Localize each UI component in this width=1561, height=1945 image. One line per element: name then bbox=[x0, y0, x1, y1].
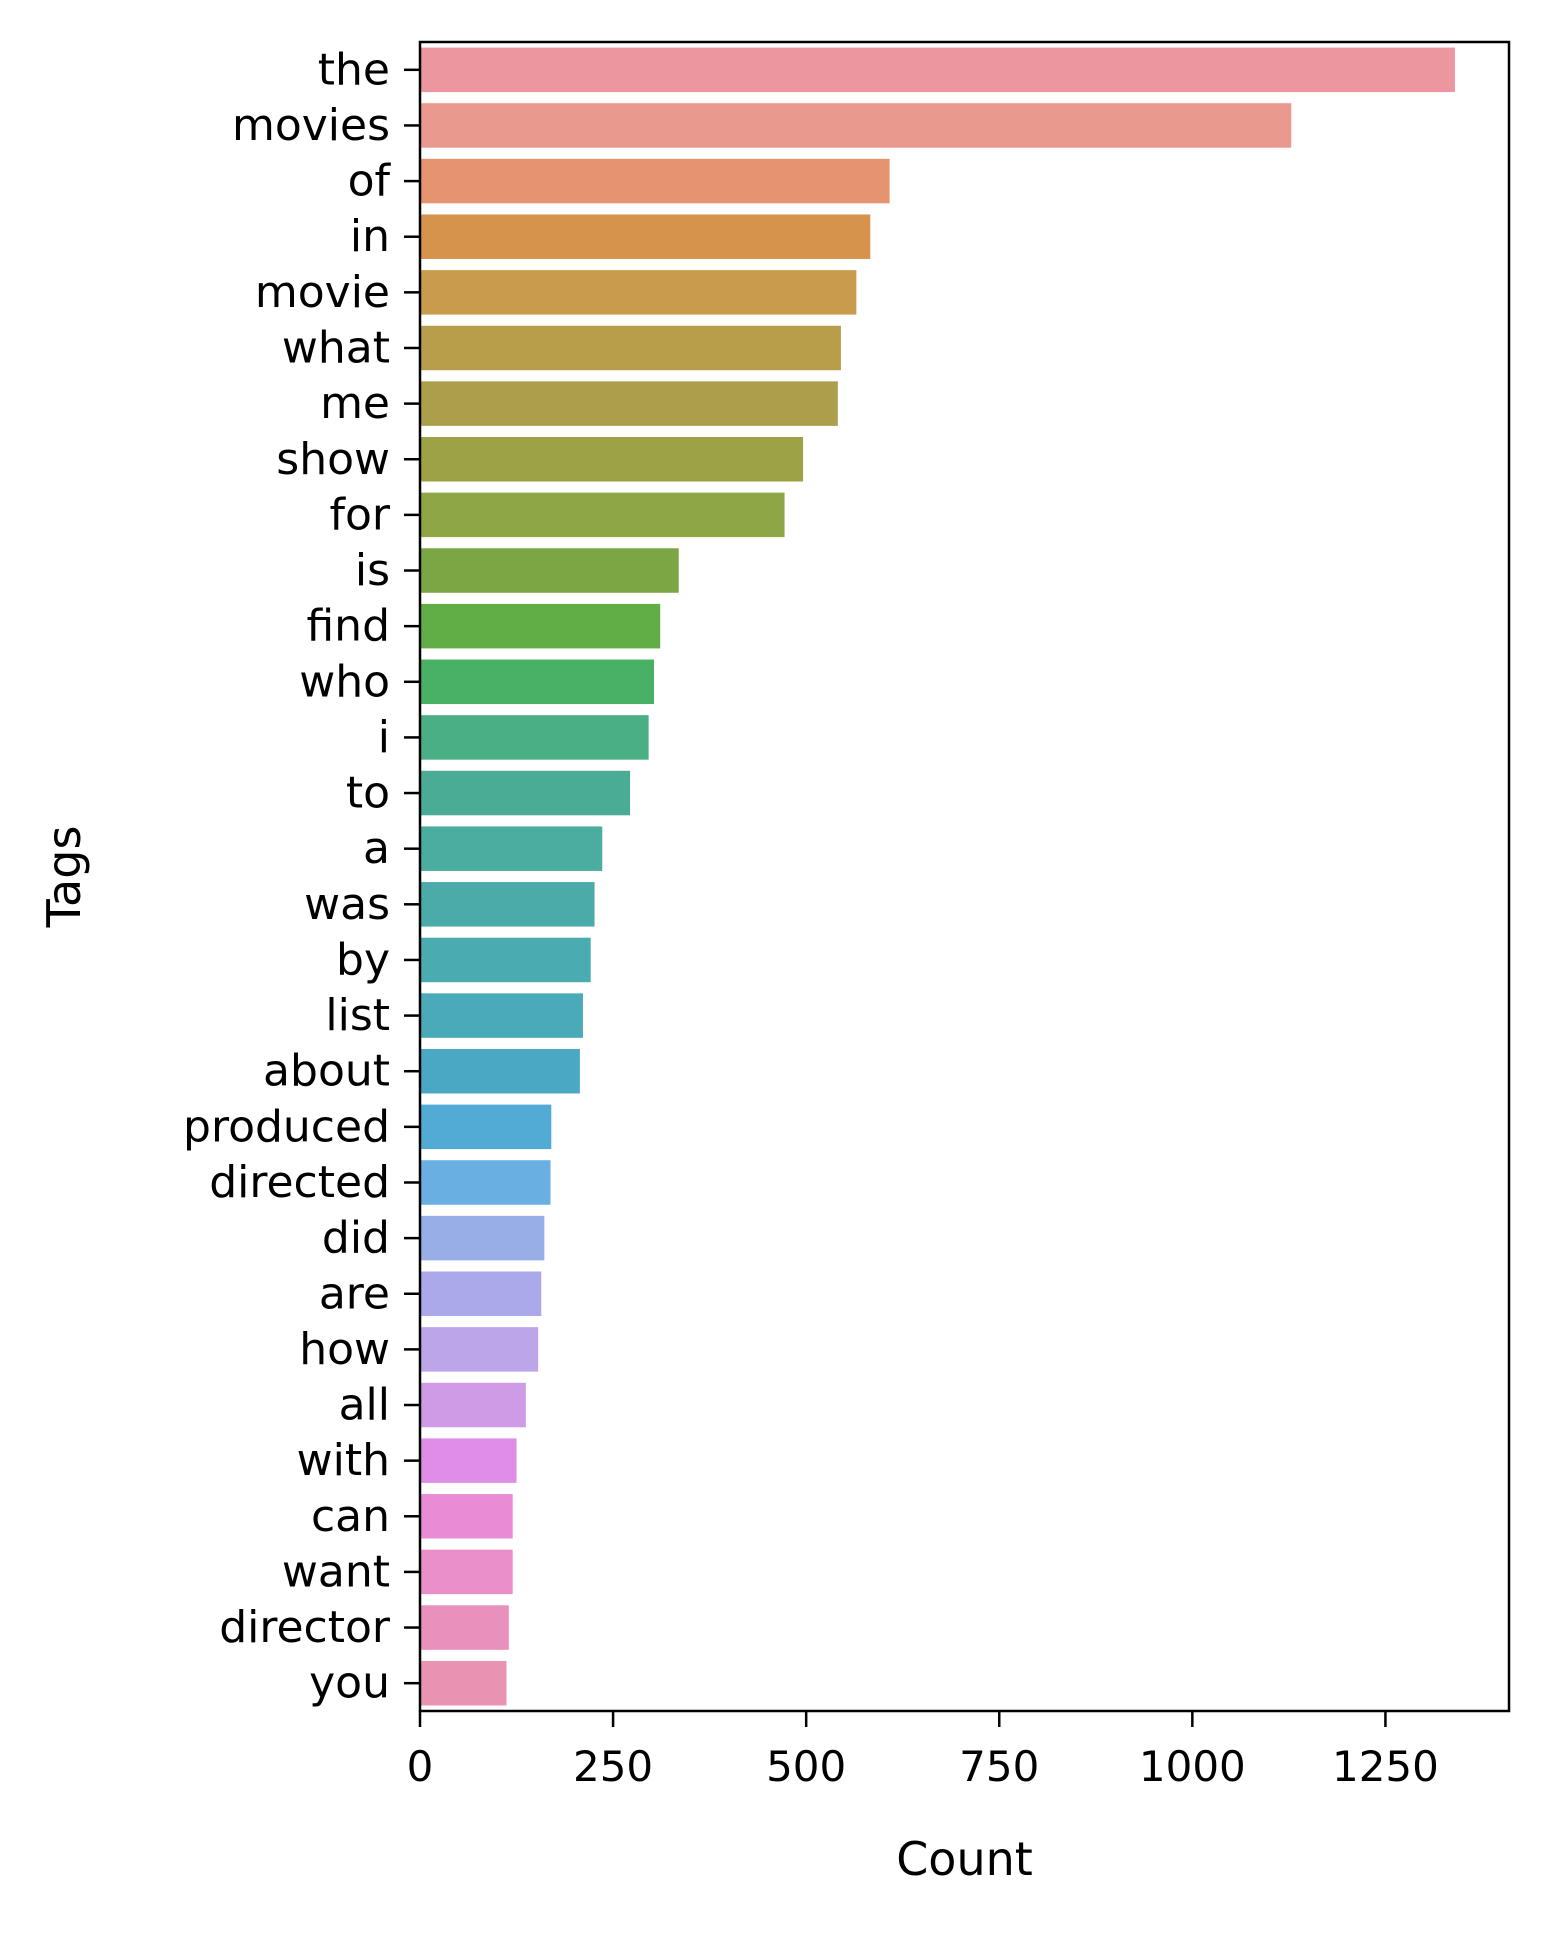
y-tick-label: in bbox=[350, 211, 390, 262]
x-tick-label: 1250 bbox=[1332, 1742, 1439, 1791]
y-tick-label: for bbox=[330, 489, 391, 540]
x-tick-label: 750 bbox=[959, 1742, 1039, 1791]
bar-me bbox=[420, 381, 838, 426]
bar-for bbox=[420, 492, 785, 538]
bar-all bbox=[420, 1382, 526, 1428]
y-tick-label: director bbox=[219, 1602, 391, 1653]
bar-can bbox=[420, 1494, 513, 1539]
y-tick-label: was bbox=[304, 879, 390, 930]
bar-in bbox=[420, 214, 871, 259]
y-tick-label: about bbox=[263, 1046, 390, 1097]
bar-directed bbox=[420, 1160, 551, 1205]
bar-director bbox=[420, 1605, 509, 1650]
bar-was bbox=[420, 882, 595, 927]
bar-show bbox=[420, 436, 804, 482]
y-tick-label: who bbox=[299, 656, 390, 707]
y-tick-label: what bbox=[282, 322, 390, 373]
bar-movies bbox=[420, 103, 1292, 148]
bar-what bbox=[420, 325, 841, 371]
y-tick-label: all bbox=[339, 1380, 390, 1431]
y-tick-label: movies bbox=[232, 100, 390, 151]
y-tick-label: a bbox=[363, 823, 390, 874]
y-tick-label: are bbox=[319, 1268, 390, 1319]
y-tick-label: directed bbox=[209, 1157, 390, 1208]
bar-movie bbox=[420, 270, 857, 315]
y-tick-label: can bbox=[311, 1491, 390, 1542]
bar-of bbox=[420, 158, 890, 204]
y-axis-label: Tags bbox=[37, 826, 91, 929]
bar-how bbox=[420, 1327, 539, 1372]
y-axis-ticks: themoviesofinmoviewhatmeshowforisfindwho… bbox=[183, 44, 420, 1709]
bar-a bbox=[420, 826, 603, 871]
bar-by bbox=[420, 937, 591, 983]
bar-to bbox=[420, 770, 631, 816]
bar-is bbox=[420, 548, 679, 593]
bar-who bbox=[420, 659, 655, 705]
bar-with bbox=[420, 1438, 517, 1483]
y-tick-label: you bbox=[309, 1658, 390, 1709]
y-tick-label: i bbox=[378, 712, 390, 763]
x-tick-label: 1000 bbox=[1139, 1742, 1246, 1791]
y-tick-label: to bbox=[346, 768, 390, 819]
x-tick-label: 0 bbox=[407, 1742, 434, 1791]
y-tick-label: show bbox=[276, 434, 390, 485]
y-tick-label: by bbox=[336, 934, 390, 985]
y-tick-label: with bbox=[297, 1435, 390, 1486]
bar-about bbox=[420, 1048, 580, 1094]
y-tick-label: movie bbox=[255, 267, 390, 318]
y-tick-label: me bbox=[320, 378, 390, 429]
x-tick-label: 500 bbox=[766, 1742, 846, 1791]
y-tick-label: the bbox=[318, 44, 390, 95]
bar-i bbox=[420, 715, 649, 760]
plot-frame bbox=[418, 40, 1511, 1713]
bars-layer bbox=[420, 47, 1455, 1706]
bar-the bbox=[420, 47, 1455, 93]
bar-list bbox=[420, 993, 583, 1038]
x-tick-label: 250 bbox=[573, 1742, 653, 1791]
x-axis-label: Count bbox=[896, 1832, 1033, 1886]
bar-are bbox=[420, 1271, 542, 1317]
y-tick-label: is bbox=[355, 545, 390, 596]
bar-produced bbox=[420, 1104, 552, 1150]
y-tick-label: did bbox=[322, 1213, 390, 1264]
y-tick-label: list bbox=[325, 990, 390, 1041]
bar-you bbox=[420, 1660, 507, 1706]
y-tick-label: want bbox=[282, 1546, 390, 1597]
x-axis-ticks: 0 250 500 750 1000 1250 bbox=[407, 1711, 1439, 1791]
y-tick-label: produced bbox=[183, 1101, 390, 1152]
bar-did bbox=[420, 1215, 545, 1261]
bar-find bbox=[420, 603, 661, 649]
y-tick-label: how bbox=[299, 1324, 390, 1375]
bar-want bbox=[420, 1549, 513, 1595]
y-tick-label: find bbox=[306, 601, 390, 652]
y-tick-label: of bbox=[348, 156, 392, 207]
